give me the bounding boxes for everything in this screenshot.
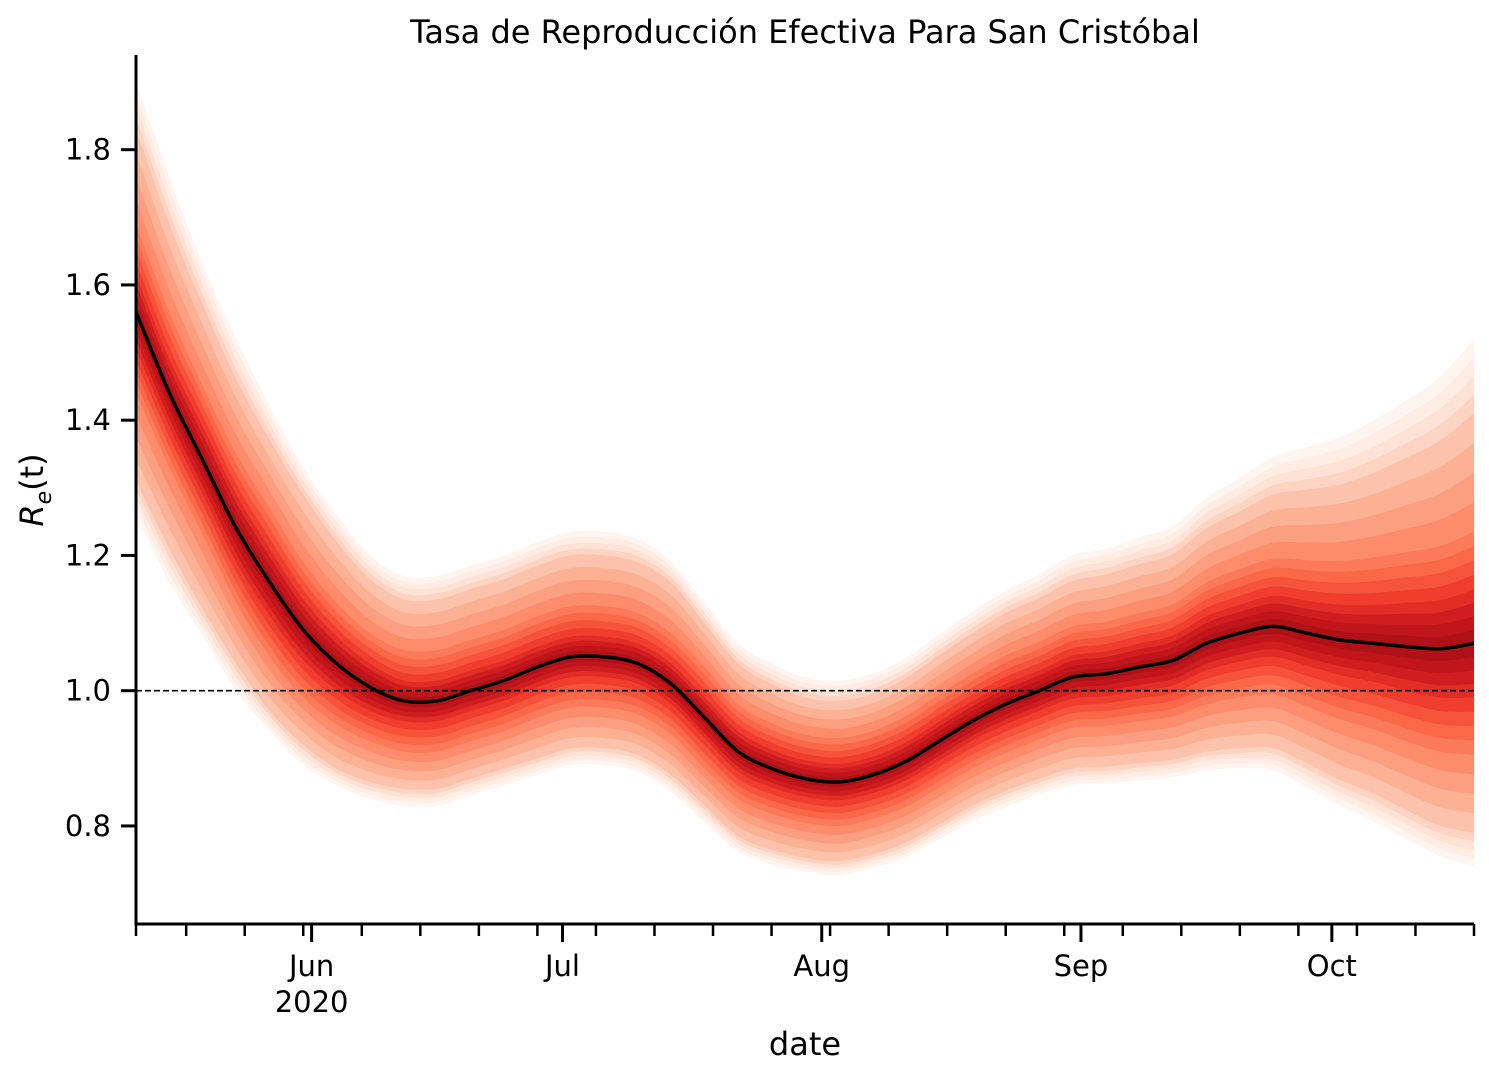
- x-tick-label: Sep: [1054, 949, 1109, 983]
- x-tick-sublabel: 2020: [275, 985, 349, 1019]
- y-tick-label: 1.0: [65, 674, 111, 708]
- y-tick-label: 1.2: [65, 538, 111, 572]
- chart-title: Tasa de Reproducción Efectiva Para San C…: [409, 13, 1200, 51]
- y-axis-label: Re(t): [13, 453, 57, 526]
- median-line: [134, 311, 1475, 784]
- uncertainty-bands: [136, 82, 1474, 876]
- x-tick-label: Oct: [1307, 949, 1357, 983]
- y-tick-label: 0.8: [65, 809, 111, 843]
- x-tick-label: Aug: [793, 949, 850, 983]
- y-tick-label: 1.8: [65, 133, 111, 167]
- y-tick-label: 1.6: [65, 268, 111, 302]
- x-axis-label: date: [769, 1025, 841, 1063]
- x-tick-label: Jun: [287, 949, 334, 983]
- x-tick-label: Jul: [543, 949, 580, 983]
- y-tick-label: 1.4: [65, 403, 111, 437]
